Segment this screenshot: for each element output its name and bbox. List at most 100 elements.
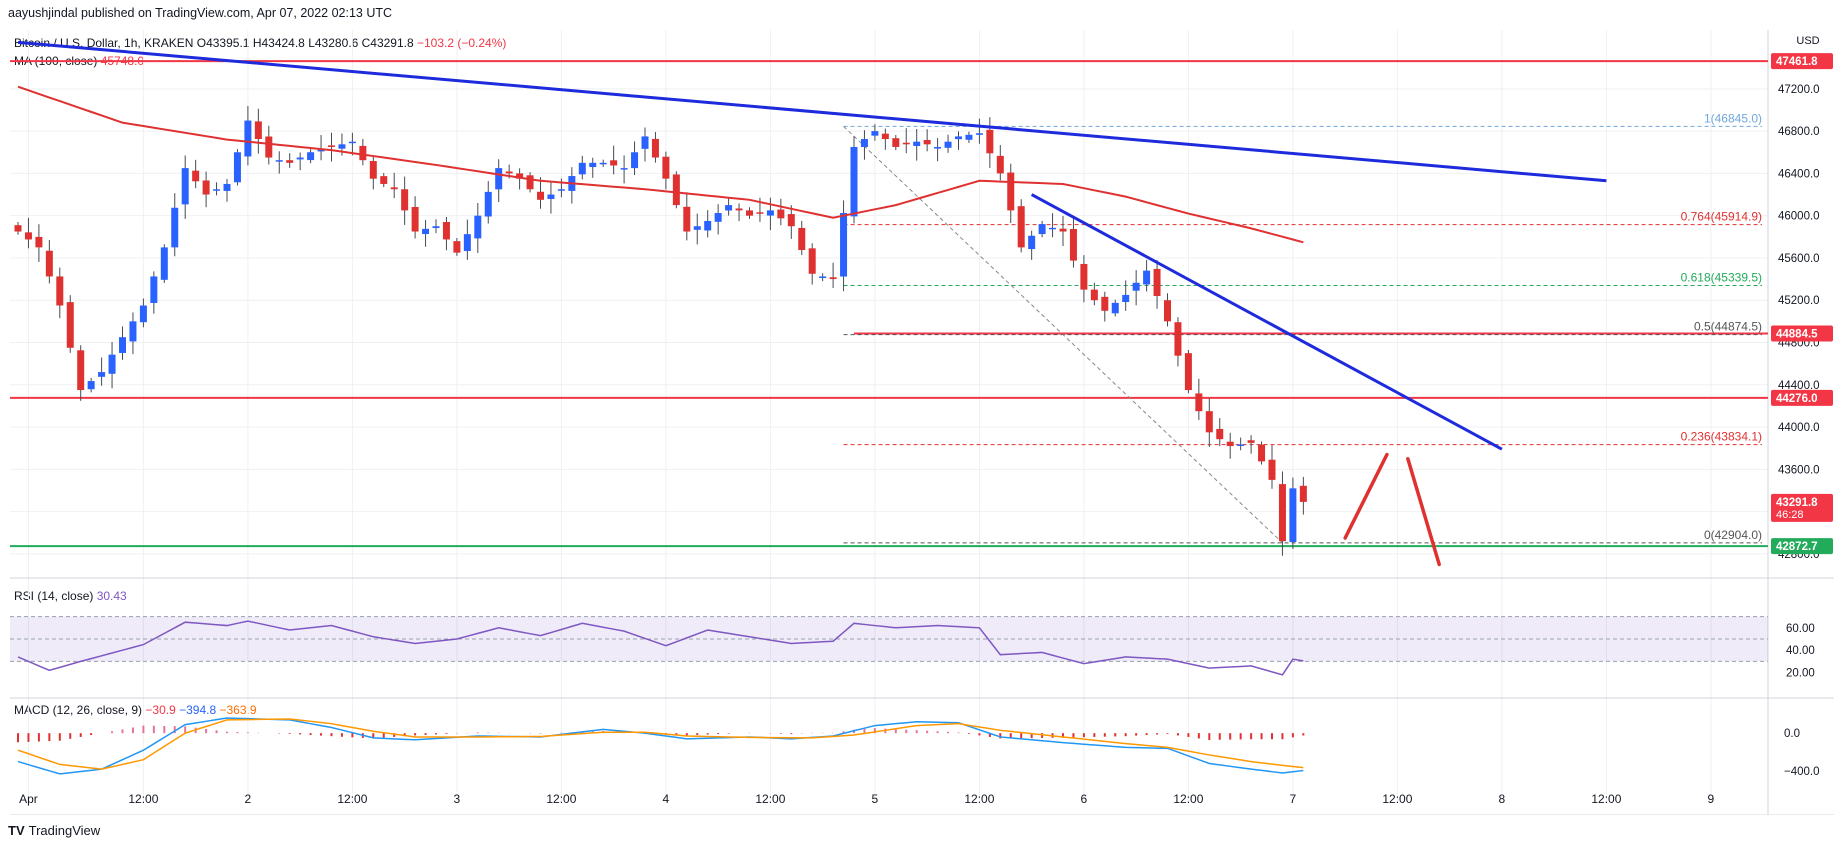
candle-body	[1258, 444, 1266, 462]
price-tag	[1771, 389, 1833, 406]
candle-body	[516, 173, 524, 179]
main-descending-trendline	[17, 40, 1607, 183]
candle-body	[422, 228, 430, 235]
time-tick-label: 12:00	[964, 792, 994, 806]
price-tag-countdown: 46:28	[1776, 509, 1804, 521]
candle-body	[850, 146, 858, 217]
price-tick-label: 45200.0	[1778, 295, 1820, 307]
time-tick-label: 6	[1081, 792, 1088, 806]
candle-body	[108, 354, 116, 374]
candle-body	[192, 170, 200, 182]
price-tick-label: 46400.0	[1778, 168, 1820, 180]
short-descending-trendline	[1030, 193, 1503, 451]
candle-body	[1101, 296, 1109, 311]
candle-body	[1164, 300, 1171, 322]
candle-body	[213, 189, 221, 191]
macd-pane	[17, 717, 1305, 775]
pane-separators	[10, 30, 1834, 815]
macd-tick-label: 0.0	[1784, 728, 1800, 740]
fib-level-label: 0.618(45339.5)	[1681, 270, 1762, 284]
time-tick-label: 3	[454, 792, 461, 806]
candle-body	[777, 209, 785, 219]
time-tick-label: 9	[1708, 792, 1715, 806]
candle-body	[934, 146, 942, 149]
candle-body	[1226, 441, 1234, 447]
candle-body	[474, 215, 482, 239]
macd-legend[interactable]: MACD (12, 26, close, 9) −30.9 −394.8 −36…	[14, 703, 257, 717]
candle-body	[965, 134, 973, 140]
price-axis: USD 47200.0 46800.0 46400.0 46000.0 45600.0 45…	[1771, 35, 1833, 778]
candle-body	[526, 175, 534, 190]
rsi-tick-label: 40.00	[1786, 645, 1815, 657]
candle-body	[129, 321, 137, 342]
rsi-label: RSI (14, close)	[14, 589, 94, 603]
candle-body	[881, 133, 889, 140]
grid	[10, 30, 1768, 802]
candle-body	[1268, 459, 1276, 480]
macd-signal-value: −363.9	[219, 703, 257, 717]
time-tick-label: Apr	[19, 792, 38, 806]
candle-body	[829, 277, 837, 280]
fib-level-label: 0.236(43834.1)	[1681, 430, 1762, 444]
candle-body	[840, 213, 848, 277]
price-tick-label: 44000.0	[1778, 422, 1820, 434]
candle-body	[181, 168, 189, 205]
candle-body	[45, 250, 53, 277]
price-tag-label: 47461.8	[1776, 56, 1818, 68]
candle-body	[328, 145, 335, 147]
candle-body	[1289, 488, 1297, 543]
candlesticks	[14, 105, 1307, 556]
candle-body	[735, 208, 743, 211]
price-tag	[1771, 325, 1833, 342]
rsi-line	[17, 620, 1304, 676]
candle-body	[223, 183, 231, 191]
ohlc-low: L43280.6	[308, 36, 359, 50]
price-tick-label: 44400.0	[1778, 380, 1820, 392]
candle-body	[1174, 322, 1182, 356]
time-tick-label: 12:00	[1173, 792, 1203, 806]
candle-body	[202, 180, 210, 195]
candle-body	[150, 276, 158, 303]
trendlines	[17, 40, 1607, 451]
tradingview-footer[interactable]: TV TradingView	[8, 823, 100, 838]
candle-body	[1038, 224, 1046, 235]
candle-body	[369, 161, 377, 179]
candle-body	[1247, 440, 1255, 443]
macd-line-value: −394.8	[179, 703, 217, 717]
candle-body	[484, 191, 492, 217]
projection-arrow	[1343, 452, 1389, 540]
fib-level-label: 1(46845.0)	[1704, 111, 1762, 125]
candle-body	[286, 160, 294, 163]
price-tag-label: 44884.5	[1776, 329, 1818, 341]
rsi-legend[interactable]: RSI (14, close) 30.43	[14, 589, 127, 603]
ohlc-high: H43424.8	[252, 36, 305, 50]
candle-body	[651, 138, 659, 158]
projection-arrows	[1343, 452, 1441, 567]
candle-body	[944, 141, 952, 148]
candle-body	[453, 241, 461, 253]
candle-body	[620, 168, 628, 170]
price-tag	[1771, 493, 1833, 522]
rsi-value: 30.43	[96, 589, 127, 603]
candle-body	[338, 144, 346, 149]
candle-body	[1090, 289, 1098, 301]
candle-body	[265, 136, 273, 158]
fib-level-label: 0.764(45914.9)	[1681, 210, 1762, 224]
price-tag-label: 42872.7	[1776, 541, 1818, 553]
candle-body	[913, 141, 921, 147]
candle-body	[317, 149, 325, 152]
time-tick-label: 5	[872, 792, 879, 806]
projection-arrow	[1406, 456, 1441, 567]
candle-body	[819, 276, 827, 279]
candle-body	[171, 207, 179, 248]
candle-body	[1132, 282, 1140, 291]
time-tick-label: 8	[1499, 792, 1506, 806]
candle-body	[1017, 206, 1025, 248]
candle-body	[254, 121, 262, 140]
candle-body	[610, 160, 618, 166]
candle-body	[66, 302, 74, 348]
candle-body	[1059, 228, 1067, 232]
candle-body	[641, 136, 649, 149]
price-chart[interactable]: 1(46845.0) 0.764(45914.9) 0.618(45339.5) 0.…	[0, 0, 1834, 815]
candle-body	[986, 129, 994, 154]
